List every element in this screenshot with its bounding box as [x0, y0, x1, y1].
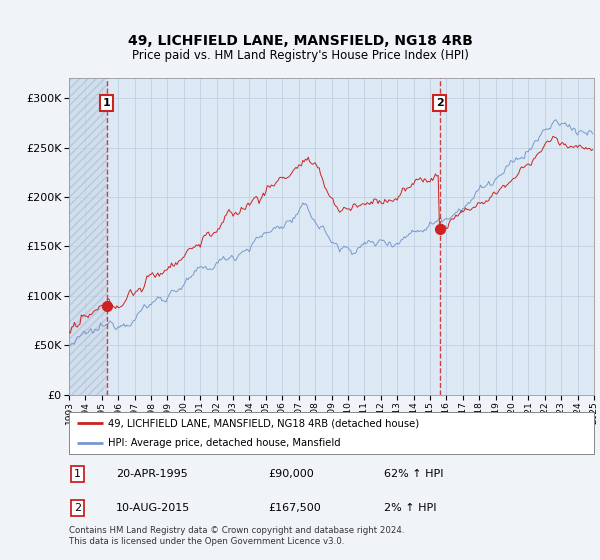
Text: 2: 2 — [74, 503, 82, 513]
Text: 2% ↑ HPI: 2% ↑ HPI — [384, 503, 437, 513]
Text: HPI: Average price, detached house, Mansfield: HPI: Average price, detached house, Mans… — [109, 438, 341, 448]
Text: Contains HM Land Registry data © Crown copyright and database right 2024.
This d: Contains HM Land Registry data © Crown c… — [69, 526, 404, 546]
Text: 62% ↑ HPI: 62% ↑ HPI — [384, 469, 443, 479]
Text: 49, LICHFIELD LANE, MANSFIELD, NG18 4RB (detached house): 49, LICHFIELD LANE, MANSFIELD, NG18 4RB … — [109, 418, 419, 428]
Text: £167,500: £167,500 — [269, 503, 321, 513]
Text: 49, LICHFIELD LANE, MANSFIELD, NG18 4RB: 49, LICHFIELD LANE, MANSFIELD, NG18 4RB — [128, 34, 472, 48]
Text: 10-AUG-2015: 10-AUG-2015 — [116, 503, 191, 513]
Text: 2: 2 — [436, 98, 443, 108]
Text: 20-APR-1995: 20-APR-1995 — [116, 469, 188, 479]
Text: 1: 1 — [103, 98, 110, 108]
Text: £90,000: £90,000 — [269, 469, 314, 479]
Text: 1: 1 — [74, 469, 81, 479]
Text: Price paid vs. HM Land Registry's House Price Index (HPI): Price paid vs. HM Land Registry's House … — [131, 49, 469, 62]
Bar — [69, 78, 107, 395]
